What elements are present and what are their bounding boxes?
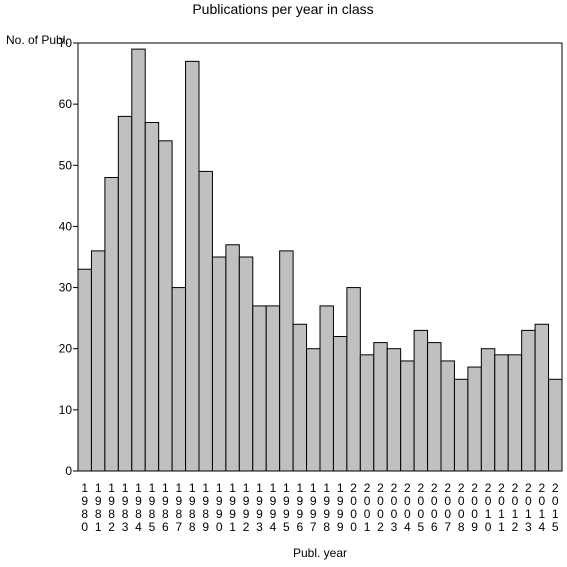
y-tick-label: 60 <box>59 97 73 111</box>
bar <box>480 348 496 472</box>
bar <box>507 354 523 472</box>
bar <box>400 360 415 472</box>
bar <box>319 305 334 472</box>
plot-area: 0 10 20 30 40 50 60 70 1 9 8 0 1 9 8 1 1 9 8 2 1 9 8 3 1 9 8 4 1 9 8 5 1… <box>59 36 563 534</box>
bar <box>158 140 173 472</box>
y-tick-label: 10 <box>59 403 73 417</box>
bar <box>211 256 227 472</box>
bar <box>77 268 92 472</box>
bar <box>427 342 442 472</box>
bar <box>346 287 361 472</box>
bar <box>359 354 375 472</box>
bar <box>548 378 563 472</box>
bar <box>453 378 469 472</box>
y-tick-label: 40 <box>59 219 73 233</box>
y-tick-label: 50 <box>59 158 73 172</box>
y-tick-label: 70 <box>59 36 73 50</box>
bar <box>440 360 455 472</box>
bar <box>252 305 267 472</box>
bar <box>373 342 388 472</box>
bar <box>534 323 550 472</box>
bar <box>306 348 321 472</box>
bar <box>104 177 119 472</box>
bar <box>131 48 146 472</box>
x-axis-label: Publ. year <box>293 546 347 560</box>
bar <box>292 323 308 472</box>
bar <box>413 329 429 472</box>
bar <box>386 348 402 472</box>
bar <box>521 329 536 472</box>
bar <box>279 250 294 472</box>
bar <box>185 60 200 472</box>
bar <box>144 121 160 472</box>
y-tick-label: 20 <box>59 342 73 356</box>
y-tick-label: 0 <box>65 464 72 478</box>
bar <box>225 244 240 472</box>
bar <box>198 170 213 472</box>
bar <box>117 115 133 472</box>
bar <box>332 335 348 472</box>
bar <box>238 256 254 472</box>
bar <box>265 305 281 472</box>
y-tick-label: 30 <box>59 281 73 295</box>
bar <box>467 366 482 472</box>
bar <box>494 354 509 472</box>
bar <box>90 250 106 472</box>
y-axis-label: No. of Publ. <box>6 33 69 47</box>
chart-title: Publications per year in class <box>192 1 373 17</box>
bar <box>171 287 187 472</box>
